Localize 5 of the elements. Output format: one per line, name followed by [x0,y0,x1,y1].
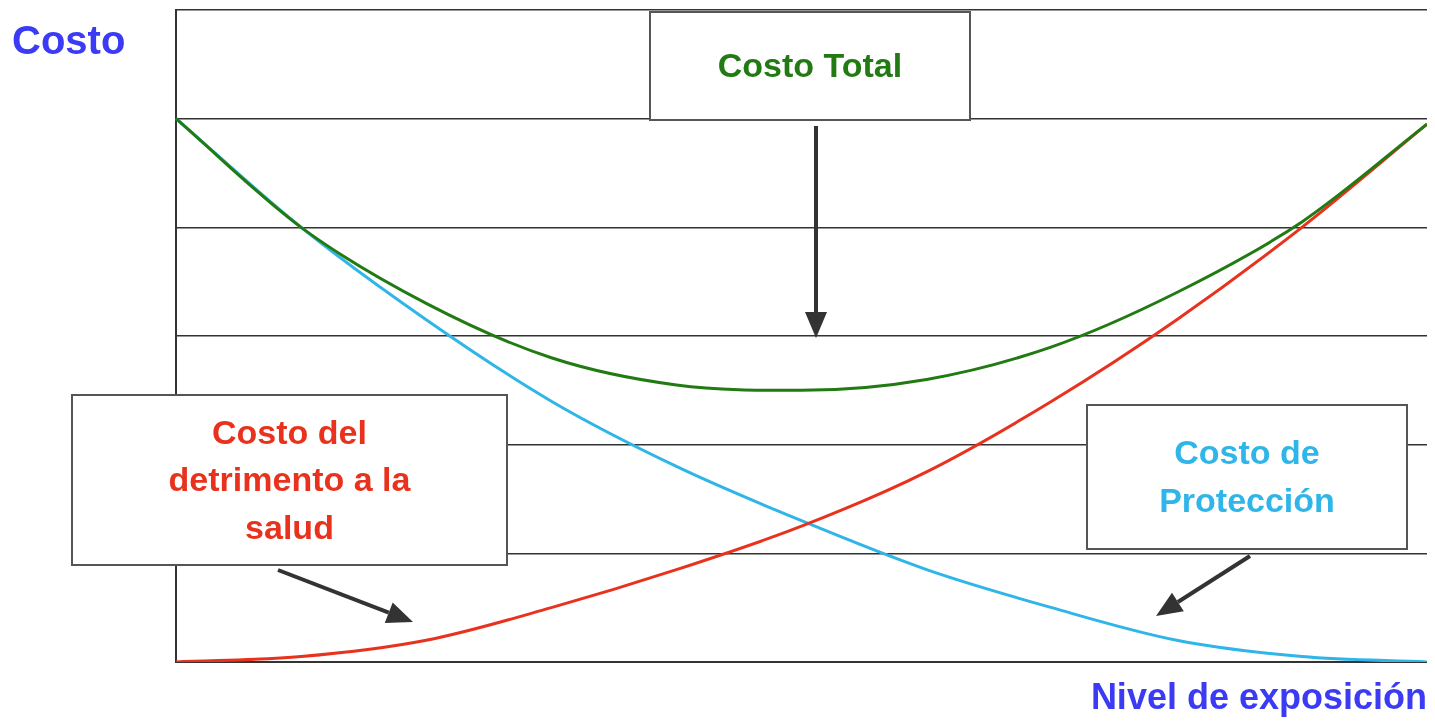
x-axis-title: Nivel de exposición [1090,676,1427,718]
callout-box: Costo Total [649,11,971,121]
callout-box: Costo del detrimento a la salud [71,394,508,566]
y-axis-title: Costo [12,18,126,63]
callout-box: Costo de Protección [1086,404,1408,550]
